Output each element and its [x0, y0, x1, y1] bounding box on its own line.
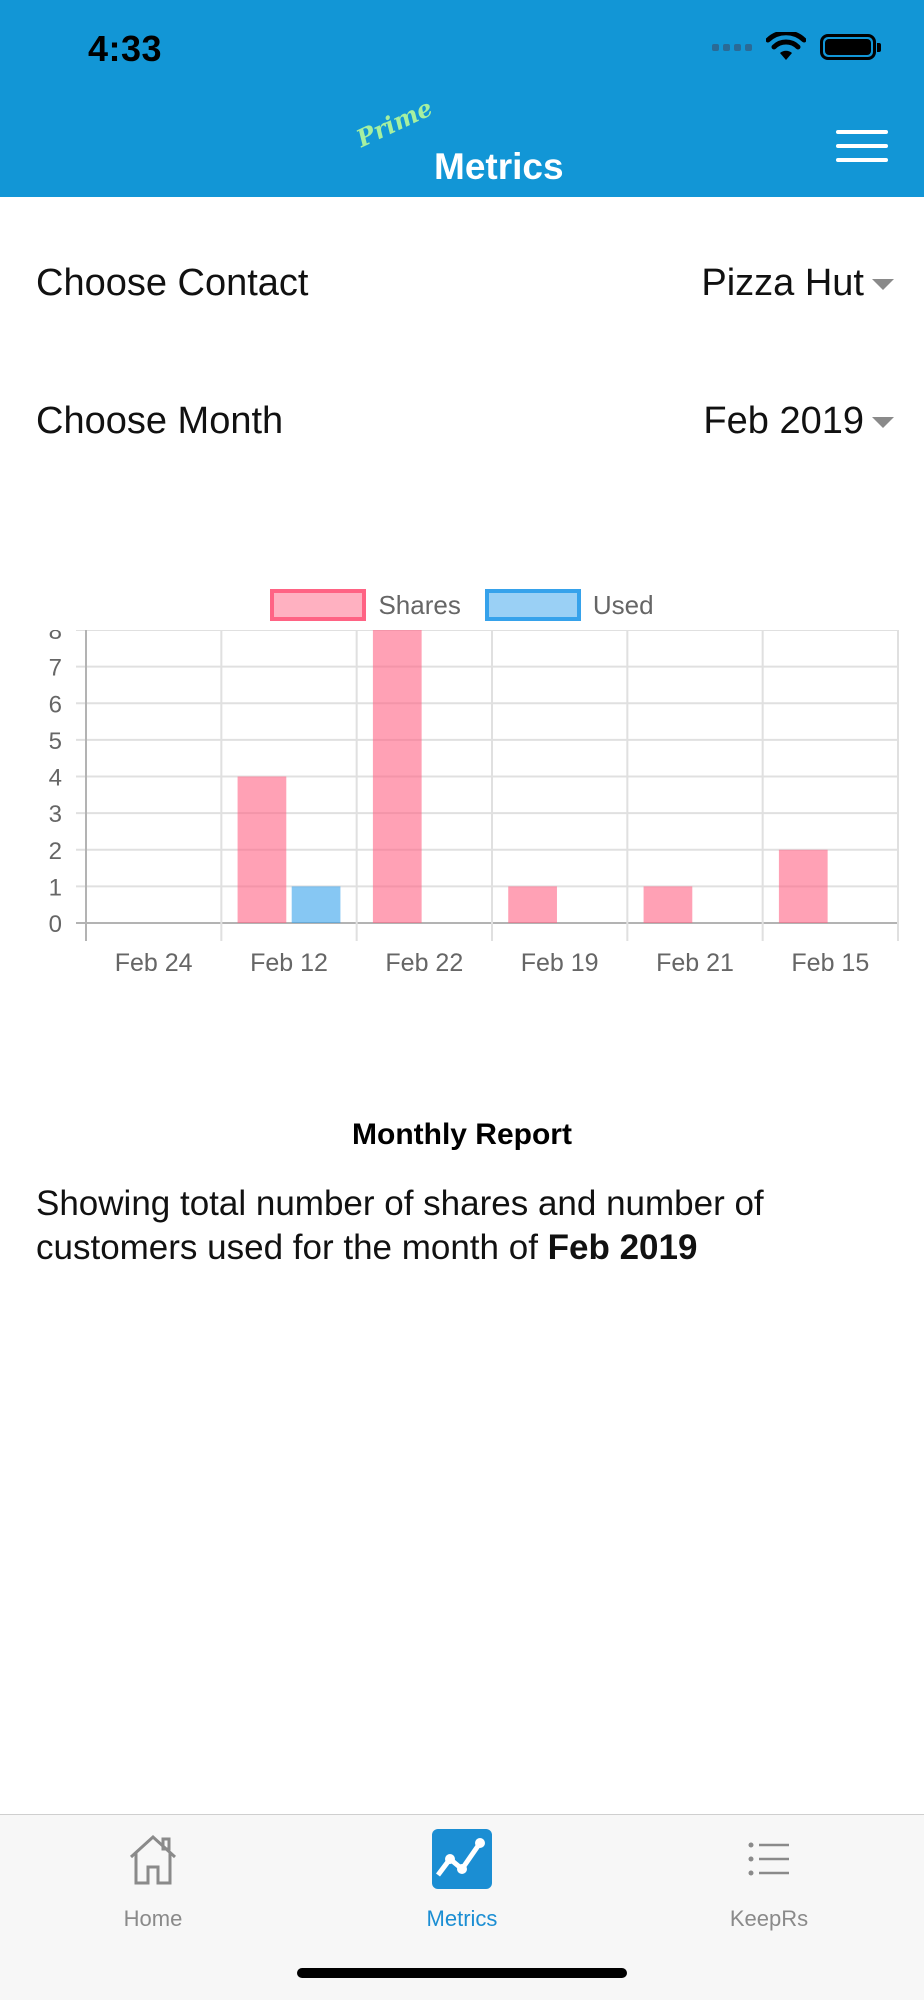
status-time: 4:33: [88, 28, 163, 69]
report-text: Showing total number of shares and numbe…: [36, 1182, 896, 1270]
y-tick-label: 1: [49, 874, 62, 901]
tab-home-label: Home: [123, 1906, 183, 1931]
y-tick-label: 4: [49, 765, 62, 792]
legend-label-shares: Shares: [378, 589, 461, 620]
x-tick-label: Feb 22: [385, 949, 463, 977]
report-description: Showing total number of shares and numbe…: [36, 1184, 764, 1267]
wifi-icon: [766, 32, 806, 60]
legend-swatch-shares: [270, 589, 367, 621]
hamburger-menu-button[interactable]: [836, 128, 888, 164]
bar-chart: 0 1 2 3 4 5 6 7 8 Feb 24 Feb 12 Feb 22 Feb 19 Feb 21 F…: [49, 630, 899, 977]
signal-icon: [712, 43, 752, 51]
y-tick-label: 0: [49, 911, 62, 938]
y-tick-label: 2: [49, 838, 62, 865]
choose-month-row: Choose Month Feb 2019: [36, 400, 894, 460]
battery-icon: [820, 34, 881, 60]
legend-swatch-used: [484, 589, 581, 621]
status-icons: [712, 32, 881, 62]
bar-shares: [778, 849, 828, 923]
tab-home[interactable]: Home: [63, 1829, 243, 1932]
x-tick-label: Feb 21: [656, 949, 734, 977]
month-dropdown[interactable]: Feb 2019: [703, 400, 864, 442]
home-indicator: [297, 1968, 627, 1978]
x-tick-label: Feb 15: [791, 949, 869, 977]
bar-shares: [643, 886, 693, 923]
y-tick-label: 7: [49, 655, 62, 682]
bar-shares: [237, 776, 287, 923]
legend-label-used: Used: [592, 589, 654, 620]
x-tick-label: Feb 24: [115, 949, 193, 977]
brand-script-logo: Prime: [351, 92, 437, 153]
contact-dropdown[interactable]: Pizza Hut: [701, 262, 864, 304]
list-icon: [748, 1842, 789, 1876]
metrics-chart: Shares Used 0 1 2 3 4 5 6 7 8 Feb 24 Feb 12 Feb 22 F…: [0, 580, 924, 1010]
x-tick-label: Feb 12: [250, 949, 328, 977]
chart-legend: Shares Used: [0, 580, 924, 630]
tab-keeprs[interactable]: KeepRs: [679, 1829, 859, 1932]
x-tick-label: Feb 19: [521, 949, 599, 977]
chart-icon: [432, 1829, 492, 1889]
choose-contact-label: Choose Contact: [36, 262, 309, 304]
app-header: 4:33 Prime Metrics: [0, 0, 924, 197]
y-tick-label: 8: [49, 630, 62, 645]
choose-contact-row: Choose Contact Pizza Hut: [36, 262, 894, 322]
tab-metrics-label: Metrics: [426, 1906, 498, 1931]
legend-shares[interactable]: Shares: [270, 589, 461, 621]
tab-metrics[interactable]: Metrics: [372, 1829, 552, 1932]
choose-month-label: Choose Month: [36, 400, 284, 442]
legend-used[interactable]: Used: [484, 589, 654, 621]
tab-keeprs-label: KeepRs: [729, 1906, 809, 1931]
bar-used: [291, 886, 341, 923]
report-month: Feb 2019: [547, 1228, 698, 1267]
home-icon: [129, 1834, 177, 1885]
y-tick-label: 6: [49, 691, 62, 718]
page-title: Metrics: [434, 146, 564, 187]
bar-shares: [508, 886, 557, 923]
y-tick-label: 5: [49, 728, 62, 755]
chevron-down-icon[interactable]: [872, 279, 894, 290]
chevron-down-icon[interactable]: [872, 417, 894, 428]
bar-shares: [372, 630, 422, 923]
report-title: Monthly Report: [352, 1118, 572, 1151]
y-tick-label: 3: [49, 801, 62, 828]
